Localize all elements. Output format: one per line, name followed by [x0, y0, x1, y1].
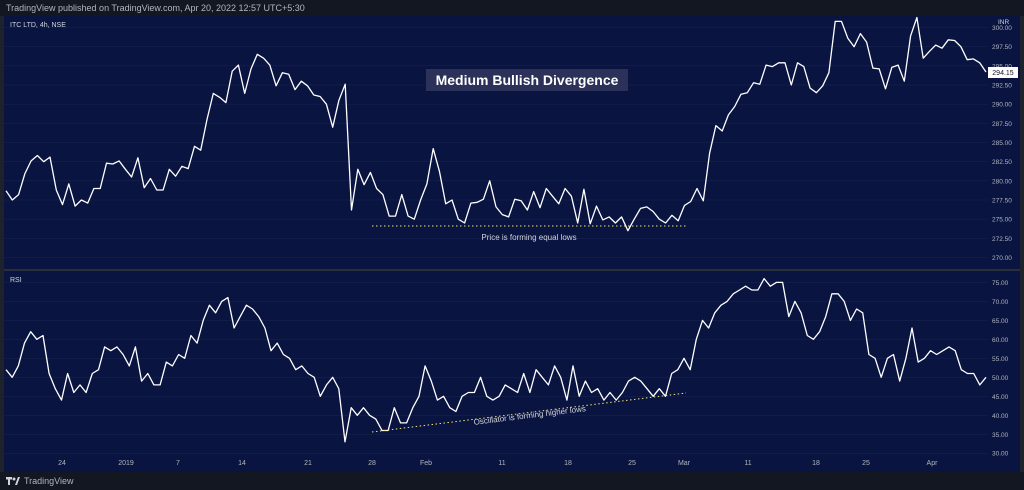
time-tick-label: 18 [564, 460, 572, 467]
tradingview-logo-icon [6, 477, 20, 485]
price-axis-tick-label: 287.50 [992, 121, 1012, 128]
rsi-axis-tick-label: 75.00 [992, 280, 1009, 287]
rsi-label: RSI [10, 277, 22, 284]
time-axis-background [4, 454, 1020, 472]
price-grid [4, 27, 988, 258]
time-tick-label: Apr [927, 460, 939, 467]
footer-brand: TradingView [24, 476, 74, 486]
price-axis-tick-label: 282.50 [992, 159, 1012, 166]
price-axis-tick-label: 295.00 [992, 63, 1012, 70]
time-axis: 24 2019 7 14 21 28 Feb 11 18 25 Mar 11 18 25 Apr [58, 460, 938, 467]
price-axis-tick-label: 270.00 [992, 255, 1012, 262]
currency-label: INR [998, 19, 1010, 26]
rsi-axis-tick-label: 55.00 [992, 356, 1009, 363]
title-background [426, 69, 628, 91]
higher-lows-trendline [371, 392, 687, 433]
rsi-axis-tick-label: 40.00 [992, 413, 1009, 420]
price-axis-background [988, 16, 1020, 269]
time-tick-label: 18 [812, 460, 820, 467]
time-tick-label: 21 [304, 460, 312, 467]
price-axis-tick-label: 280.00 [992, 178, 1012, 185]
time-tick-label: 24 [58, 460, 66, 467]
price-axis: 270.00 272.50 275.00 277.50 280.00 282.50 285.… [992, 25, 1012, 262]
rsi-axis: 30.00 35.00 40.00 45.00 50.00 55.00 60.00 65.00… [992, 280, 1009, 458]
price-axis-tick-label: 300.00 [992, 25, 1012, 32]
rsi-axis-tick-label: 60.00 [992, 337, 1009, 344]
price-axis-tick-label: 297.50 [992, 44, 1012, 51]
symbol-label: ITC LTD, 4h, NSE [10, 22, 66, 29]
last-price-badge [988, 67, 1018, 78]
last-price-label: 294.15 [992, 70, 1014, 77]
price-axis-tick-label: 285.00 [992, 140, 1012, 147]
time-tick-label: 7 [176, 460, 180, 467]
time-tick-label: Mar [678, 460, 691, 467]
footer: TradingView [0, 472, 1024, 490]
chart-title: Medium Bullish Divergence [436, 72, 619, 88]
price-series-line [5, 16, 987, 232]
time-tick-label: 11 [498, 460, 505, 467]
rsi-axis-tick-label: 35.00 [992, 432, 1009, 439]
time-tick-label: 11 [744, 460, 751, 467]
time-tick-label: 2019 [118, 460, 134, 467]
price-axis-tick-label: 292.50 [992, 83, 1012, 90]
published-header: TradingView published on TradingView.com… [0, 0, 1024, 16]
rsi-pane-background [4, 271, 988, 454]
time-tick-label: 28 [368, 460, 376, 467]
rsi-grid [4, 282, 988, 454]
rsi-axis-tick-label: 50.00 [992, 375, 1009, 382]
time-tick-label: 25 [862, 460, 870, 467]
rsi-axis-tick-label: 65.00 [992, 318, 1009, 325]
rsi-axis-tick-label: 30.00 [992, 451, 1009, 458]
time-tick-label: 14 [238, 460, 246, 467]
price-axis-tick-label: 275.00 [992, 217, 1012, 224]
price-axis-tick-label: 290.00 [992, 102, 1012, 109]
time-tick-label: Feb [420, 460, 432, 467]
price-annotation: Price is forming equal lows [481, 233, 576, 242]
time-tick-label: 25 [628, 460, 636, 467]
price-axis-tick-label: 277.50 [992, 198, 1012, 205]
rsi-axis-tick-label: 70.00 [992, 299, 1009, 306]
rsi-axis-tick-label: 45.00 [992, 394, 1009, 401]
rsi-axis-background [988, 271, 1020, 454]
rsi-series-line [5, 277, 987, 443]
price-axis-tick-label: 272.50 [992, 236, 1012, 243]
